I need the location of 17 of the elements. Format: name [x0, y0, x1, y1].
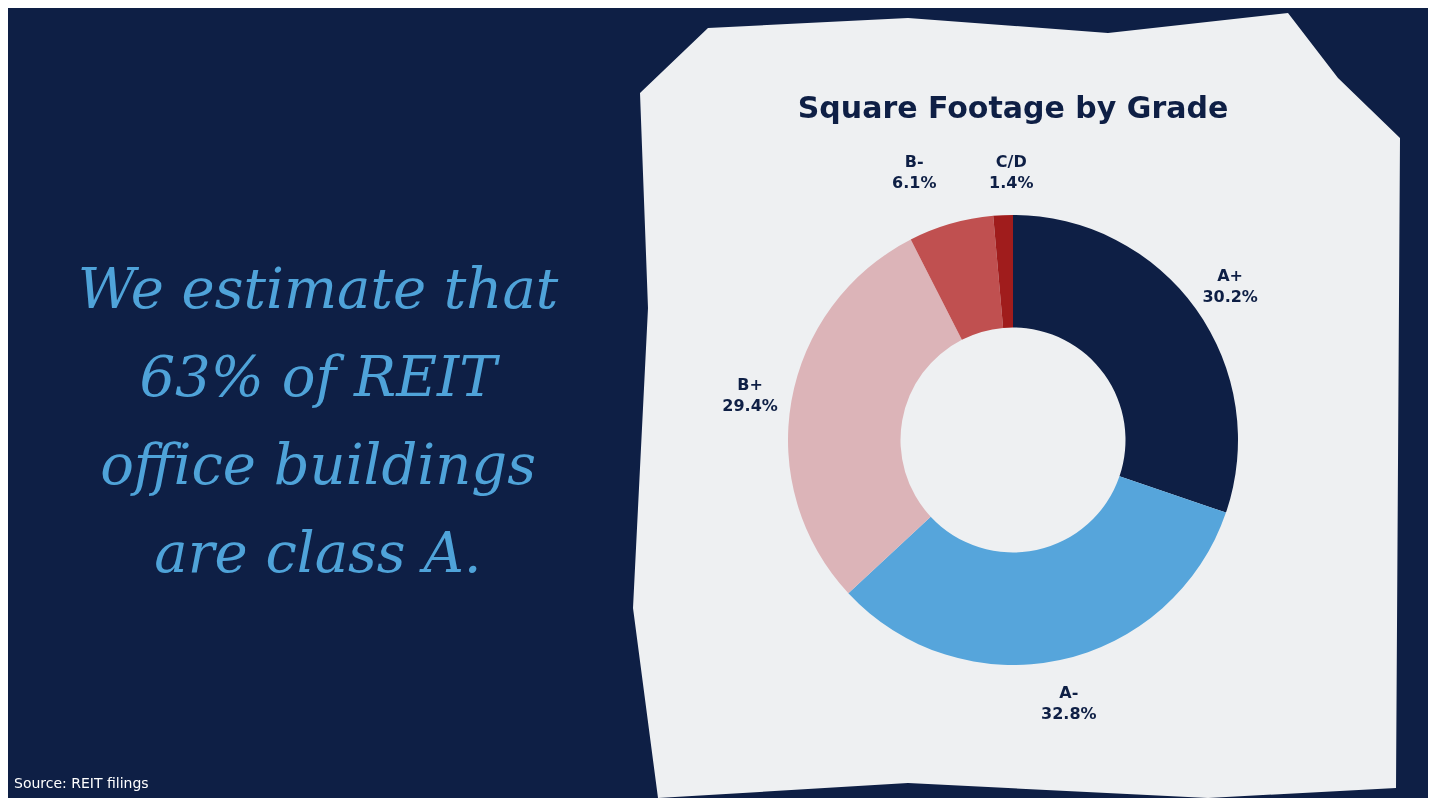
data-label: 30.2% — [1202, 287, 1258, 307]
data-label: 6.1% — [892, 172, 937, 192]
donut-slice — [910, 215, 1004, 340]
text: We estimate that 63% of REIT office buildings are class A. — [77, 256, 559, 585]
donut-slice — [848, 476, 1226, 665]
slice-label: A+ — [1217, 266, 1244, 286]
data-label: 29.4% — [722, 396, 778, 416]
data-label: 1.4% — [989, 172, 1034, 192]
source-note: Source: REIT filings — [14, 775, 149, 791]
slice-label: C/D — [995, 151, 1027, 171]
slice-label: B+ — [737, 375, 763, 395]
data-label: 32.8% — [1041, 703, 1097, 723]
slice-label: B- — [904, 151, 924, 171]
chart-title: Square Footage by Grade — [797, 90, 1229, 125]
slice-label: A- — [1059, 682, 1079, 702]
donut-slice — [993, 215, 1013, 328]
donut-slice — [788, 239, 962, 594]
